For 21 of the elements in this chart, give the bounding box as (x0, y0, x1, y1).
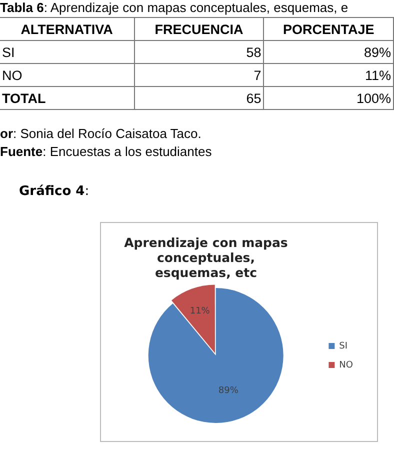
chart-title: Aprendizaje con mapas conceptuales, esquemas, etc (123, 235, 289, 280)
text: TOTAL (0, 86, 134, 110)
text: 58 (134, 40, 264, 64)
text: PORCENTAJE (264, 18, 394, 40)
text: NO (0, 64, 134, 86)
data-label: 11% (190, 306, 210, 316)
legend-label: SI (339, 341, 348, 352)
text: 89% (264, 40, 394, 64)
source-note: Fuente: Encuestas a los estudiantes (0, 144, 212, 159)
text: FRECUENCIA (134, 18, 264, 40)
text: 65 (134, 86, 264, 110)
text: 100% (264, 86, 394, 110)
data-label: 89% (218, 386, 239, 396)
text: Gráfico 4: (19, 184, 90, 199)
text: SI (0, 40, 134, 64)
text: Tabla 6: Aprendizaje con mapas conceptuales, esquemas, e (0, 0, 348, 15)
legend-label: NO (339, 360, 354, 370)
text: ALTERNATIVA (0, 18, 134, 40)
text: or: Sonia del Rocío Caisatoa Taco. (0, 126, 202, 141)
text: 11% (264, 64, 394, 86)
text: 7 (134, 64, 264, 86)
